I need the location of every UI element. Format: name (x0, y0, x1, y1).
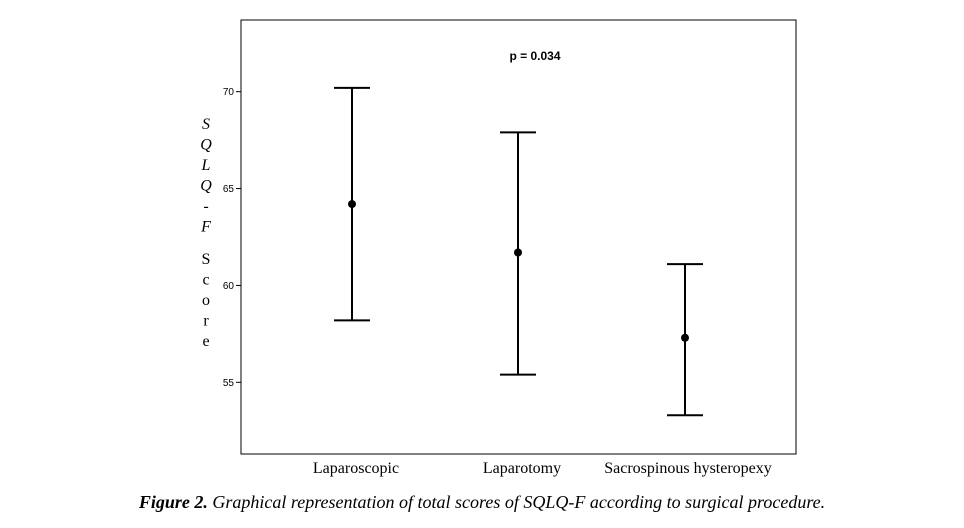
y-axis-title-char: r (203, 313, 209, 330)
mean-point (514, 248, 522, 257)
y-axis-title-char: - (203, 198, 208, 215)
x-tick-label-3: Sacrospinous hysteropexy (604, 460, 772, 477)
figure-caption: Figure 2. Graphical representation of to… (0, 492, 964, 513)
y-axis-title-char: o (202, 292, 210, 309)
figure-caption-label: Figure 2. (138, 492, 208, 512)
error-bar-1 (334, 86, 370, 322)
y-tick-label-70: 70 (223, 87, 235, 98)
y-axis-title-char: F (200, 219, 211, 236)
error-bar-3 (667, 263, 703, 417)
p-value-annotation: p = 0.034 (509, 49, 560, 63)
y-tick-label-55: 55 (223, 378, 235, 389)
y-axis-title-char: c (202, 272, 209, 289)
error-bar-chart: 55 60 65 70 Laparoscopic Laparotomy Sacrospin… (200, 19, 797, 477)
y-axis-title-char: Q (200, 178, 212, 195)
figure-caption-text: Graphical representation of total scores… (212, 492, 826, 512)
y-axis-title-char: S (202, 251, 211, 268)
x-tick-label-2: Laparotomy (483, 460, 561, 477)
error-bar-2 (500, 131, 536, 376)
y-tick-label-65: 65 (223, 184, 235, 195)
y-axis-title-char: e (202, 333, 209, 350)
mean-point (348, 200, 356, 209)
y-axis-title-char: L (201, 157, 211, 174)
y-axis-title-char: S (202, 116, 210, 133)
error-bars (334, 86, 703, 417)
mean-point (681, 333, 689, 342)
y-axis: 55 60 65 70 (223, 87, 241, 389)
plot-frame (240, 19, 797, 455)
y-tick-label-60: 60 (223, 281, 235, 292)
x-tick-label-1: Laparoscopic (313, 460, 399, 477)
y-axis-title-char: Q (200, 137, 212, 154)
x-axis-labels: Laparoscopic Laparotomy Sacrospinous hyste… (313, 460, 772, 477)
